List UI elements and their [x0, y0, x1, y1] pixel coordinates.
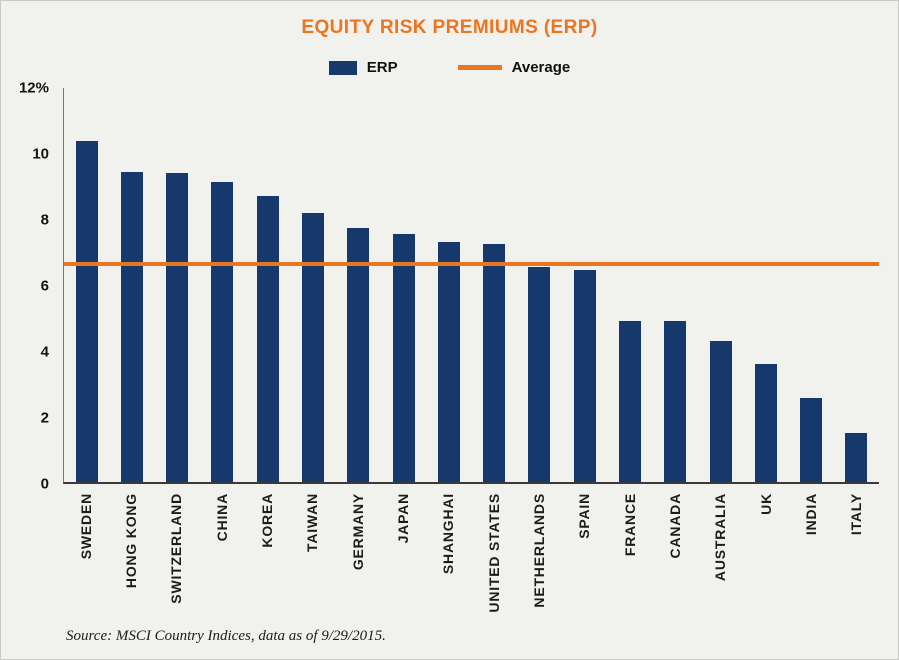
bar-france	[619, 321, 642, 482]
x-label-column: CHINA	[199, 493, 244, 633]
bars-row	[64, 88, 879, 482]
x-label-column: NETHERLANDS	[516, 493, 561, 633]
bar-uk	[754, 363, 777, 482]
x-label-column: ITALY	[834, 493, 879, 633]
x-axis-label: HONG KONG	[122, 493, 139, 589]
x-label-column: AUSTRALIA	[698, 493, 743, 633]
legend: ERP Average	[1, 59, 898, 76]
x-label-column: GERMANY	[335, 493, 380, 633]
x-label-column: SHANGHAI	[426, 493, 471, 633]
bar-shanghai	[437, 242, 460, 482]
bar-canada	[664, 321, 687, 482]
x-label-column: JAPAN	[380, 493, 425, 633]
bar-germany	[347, 227, 370, 482]
x-axis-label: SPAIN	[576, 493, 593, 539]
average-line	[64, 261, 879, 266]
x-label-column: FRANCE	[607, 493, 652, 633]
bar-column	[245, 88, 290, 482]
bar-column	[109, 88, 154, 482]
bar-column	[381, 88, 426, 482]
x-axis-label: INDIA	[802, 493, 819, 536]
y-axis-label: 12%	[18, 79, 49, 97]
bar-column	[789, 88, 834, 482]
bar-taiwan	[302, 212, 325, 482]
bar-italy	[845, 432, 868, 482]
bar-column	[743, 88, 788, 482]
y-axis-label: 4	[40, 343, 49, 361]
x-axis-label: UK	[757, 493, 774, 515]
y-axis-label: 8	[40, 211, 49, 229]
source-text: Source: MSCI Country Indices, data as of…	[66, 628, 386, 644]
bar-spain	[573, 270, 596, 482]
y-axis-label: 2	[40, 409, 49, 427]
bar-column	[698, 88, 743, 482]
plot-area	[63, 88, 879, 484]
y-axis-label: 0	[40, 475, 49, 493]
x-axis-label: JAPAN	[394, 493, 411, 544]
bar-hong-kong	[120, 171, 143, 482]
y-axis-label: 10	[32, 145, 49, 163]
bar-column	[200, 88, 245, 482]
y-axis-label: 6	[40, 277, 49, 295]
x-axis-label: SWITZERLAND	[168, 493, 185, 604]
bar-column	[607, 88, 652, 482]
bar-column	[562, 88, 607, 482]
bar-column	[290, 88, 335, 482]
x-axis-label: FRANCE	[621, 493, 638, 557]
x-axis-label: TAIWAN	[304, 493, 321, 552]
x-label-column: UNITED STATES	[471, 493, 516, 633]
chart-title: EQUITY RISK PREMIUMS (ERP)	[301, 17, 598, 38]
x-axis-label: SWEDEN	[77, 493, 94, 560]
bar-china	[211, 181, 234, 482]
x-label-column: CANADA	[652, 493, 697, 633]
x-label-column: SWEDEN	[63, 493, 108, 633]
bar-korea	[256, 196, 279, 482]
x-label-column: INDIA	[788, 493, 833, 633]
x-axis-label: KOREA	[258, 493, 275, 548]
legend-item-average: Average	[457, 59, 571, 76]
x-label-column: KOREA	[244, 493, 289, 633]
bar-column	[426, 88, 471, 482]
bar-column	[517, 88, 562, 482]
x-label-column: TAIWAN	[290, 493, 335, 633]
average-line-icon	[457, 65, 502, 70]
legend-erp-label: ERP	[366, 59, 398, 76]
bar-sweden	[75, 140, 98, 482]
bar-column	[653, 88, 698, 482]
bar-india	[800, 398, 823, 482]
legend-item-erp: ERP	[328, 59, 398, 76]
bar-japan	[392, 234, 415, 482]
x-labels-row: SWEDEN HONG KONG SWITZERLAND CHINA KOREA TAIW…	[63, 493, 879, 633]
bar-switzerland	[166, 173, 189, 482]
bar-australia	[709, 340, 732, 482]
bar-column	[336, 88, 381, 482]
x-axis-label: CANADA	[666, 493, 683, 559]
x-axis-label: SHANGHAI	[440, 493, 457, 575]
bar-united-states	[483, 243, 506, 482]
x-axis-label: NETHERLANDS	[530, 493, 547, 608]
x-label-column: UK	[743, 493, 788, 633]
x-axis-label: GERMANY	[349, 493, 366, 571]
erp-swatch-icon	[328, 60, 357, 75]
x-label-column: SPAIN	[562, 493, 607, 633]
bar-column	[64, 88, 109, 482]
bar-column	[472, 88, 517, 482]
y-axis-labels: 12% 10 8 6 4 2 0	[1, 80, 57, 493]
x-axis-label: AUSTRALIA	[712, 493, 729, 582]
bar-netherlands	[528, 266, 551, 482]
bar-column	[834, 88, 879, 482]
x-axis-label: ITALY	[848, 493, 865, 536]
legend-average-label: Average	[511, 59, 571, 76]
x-label-column: HONG KONG	[108, 493, 153, 633]
x-axis-label: UNITED STATES	[485, 493, 502, 613]
x-axis-label: CHINA	[213, 493, 230, 542]
x-label-column: SWITZERLAND	[154, 493, 199, 633]
bar-column	[155, 88, 200, 482]
